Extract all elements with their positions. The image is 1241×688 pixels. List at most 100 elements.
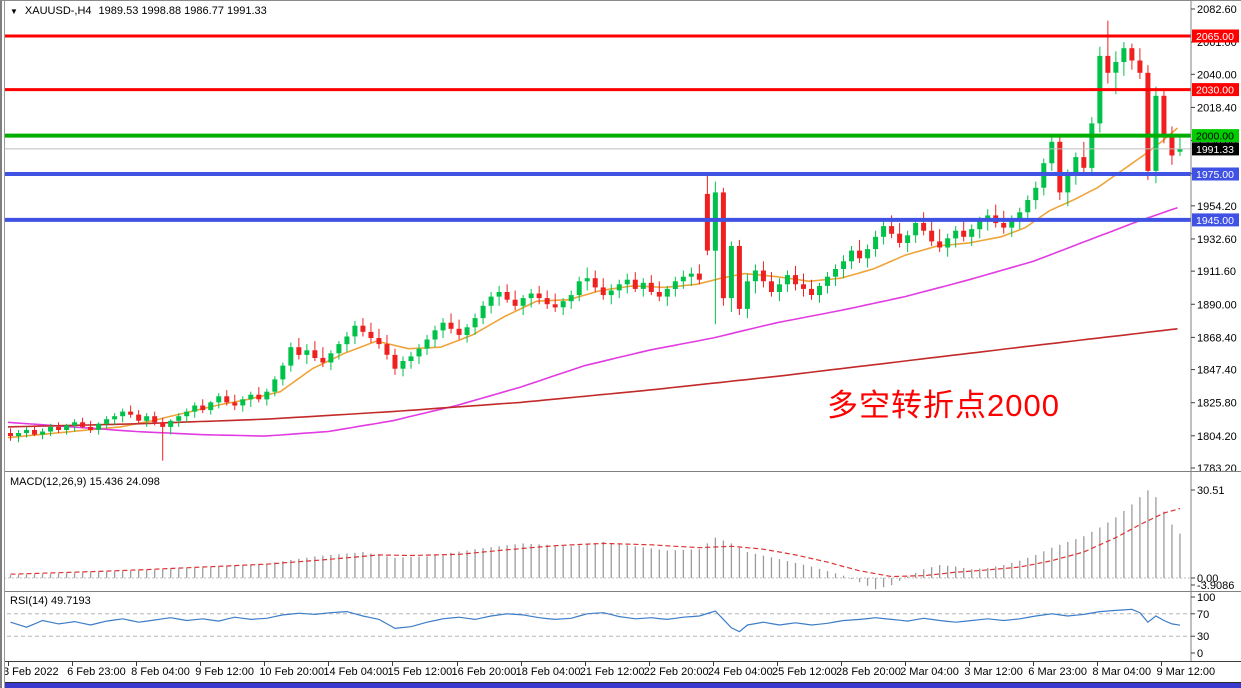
price-badge-label: 1991.33 [1196, 144, 1234, 156]
candle-body [953, 230, 959, 239]
time-axis-tick [72, 662, 74, 666]
candle-body [849, 250, 855, 262]
time-axis-tick [584, 662, 586, 666]
macd-chart-canvas[interactable]: 30.51 0.00-3.9086 [0, 472, 1241, 591]
price-badge [1192, 29, 1239, 43]
time-axis-tick [200, 662, 202, 666]
time-axis[interactable]: 3 Feb 2022 6 Feb 23:00 8 Feb 04:00 9 Feb 12… [0, 661, 1241, 682]
candle-body [648, 282, 654, 292]
candle-body [232, 402, 238, 406]
candle-body [929, 230, 935, 242]
candle-body [752, 270, 758, 282]
candle-body [136, 414, 142, 421]
candle-body [72, 422, 78, 426]
price-badge-label: 1975.00 [1196, 169, 1234, 181]
chart-header: ▼ XAUUSD-,H4 1989.53 1998.88 1986.77 199… [10, 5, 267, 17]
candle-body [768, 281, 774, 292]
symbol-timeframe-label: XAUUSD-,H4 [24, 5, 92, 17]
price-badge [1192, 213, 1239, 227]
price-axis-label: 2082.60 [1197, 4, 1237, 16]
time-axis-label: 3 Feb 2022 [3, 666, 59, 678]
price-axis-label: 1890.00 [1197, 299, 1237, 311]
candlestick-chart-canvas[interactable]: 2082.602061.002040.002018.401996.801975.… [0, 1, 1241, 471]
candle-body [1129, 48, 1135, 61]
candle-body [680, 276, 686, 282]
candle-body [432, 330, 438, 340]
candle-body [841, 261, 847, 269]
time-axis-tick [905, 662, 907, 666]
candle-body [1105, 55, 1111, 73]
candle-body [1177, 148, 1183, 152]
price-badge-label: 2065.00 [1196, 31, 1234, 43]
time-axis-label: 18 Feb 04:00 [515, 666, 581, 678]
candle-body [1161, 95, 1167, 136]
macd-axis-label: -3.9086 [1197, 580, 1234, 591]
candle-body [424, 339, 430, 349]
candle-body [16, 433, 22, 437]
candle-body [168, 420, 174, 427]
rsi-line [10, 608, 1181, 633]
ohlc-values-label: 1989.53 1998.88 1986.77 1991.33 [98, 5, 267, 17]
candle-body [184, 411, 190, 417]
ma-slow-line [7, 328, 1178, 428]
time-axis-tick [776, 662, 778, 666]
symbol-dropdown-icon[interactable]: ▼ [10, 6, 18, 16]
candle-body [664, 288, 670, 297]
candle-body [272, 379, 278, 392]
candle-body [1145, 72, 1151, 171]
candle-body [480, 305, 486, 319]
candle-body [264, 391, 270, 400]
candle-body [592, 278, 598, 288]
time-axis-label: 6 Feb 23:00 [67, 666, 126, 678]
candle-body [104, 419, 110, 424]
candle-body [32, 430, 38, 435]
candle-body [496, 292, 502, 297]
candle-body [120, 411, 126, 417]
time-axis-tick [8, 662, 9, 666]
candle-body [865, 249, 871, 259]
price-badge [1192, 83, 1239, 97]
candle-body [160, 422, 166, 427]
candle-body [416, 348, 422, 357]
time-axis-label: 3 Mar 12:00 [964, 666, 1023, 678]
candle-body [48, 426, 54, 432]
candle-body [512, 299, 518, 306]
candle-body [945, 238, 951, 248]
time-axis-tick [456, 662, 458, 666]
macd-axis-label: 0.00 [1197, 573, 1218, 585]
candle-body [1065, 175, 1071, 193]
macd-axis-label: 30.51 [1197, 485, 1225, 497]
candle-body [576, 281, 582, 296]
candle-body [280, 365, 286, 380]
candle-body [656, 292, 662, 297]
candle-body [248, 394, 254, 400]
candle-body [1153, 95, 1159, 171]
candle-body [528, 293, 534, 299]
time-axis-label: 16 Feb 20:00 [451, 666, 517, 678]
rsi-axis-label: 100 [1197, 592, 1215, 604]
candle-body [873, 236, 879, 250]
candle-body [440, 322, 446, 331]
price-axis-label: 2018.40 [1197, 102, 1237, 114]
time-axis-tick [392, 662, 394, 666]
candle-body [88, 426, 94, 430]
rsi-chart-canvas[interactable]: 100 70 30 0 [0, 592, 1241, 661]
candle-body [792, 275, 798, 285]
candle-body [632, 279, 638, 289]
candle-body [608, 290, 614, 296]
time-axis-tick [841, 662, 843, 666]
candle-body [96, 423, 102, 430]
candle-body [672, 281, 678, 289]
candle-body [921, 223, 927, 231]
time-axis-tick [1097, 662, 1099, 666]
candle-body [216, 396, 222, 403]
candle-body [1137, 60, 1143, 73]
price-badge-label: 2030.00 [1196, 85, 1234, 97]
bottom-status-bar [0, 682, 1241, 688]
candle-body [352, 325, 358, 337]
candle-body [688, 273, 694, 277]
candle-body [464, 327, 470, 335]
candle-body [784, 275, 790, 285]
time-axis-label: 9 Feb 12:00 [195, 666, 254, 678]
candle-body [616, 284, 622, 291]
